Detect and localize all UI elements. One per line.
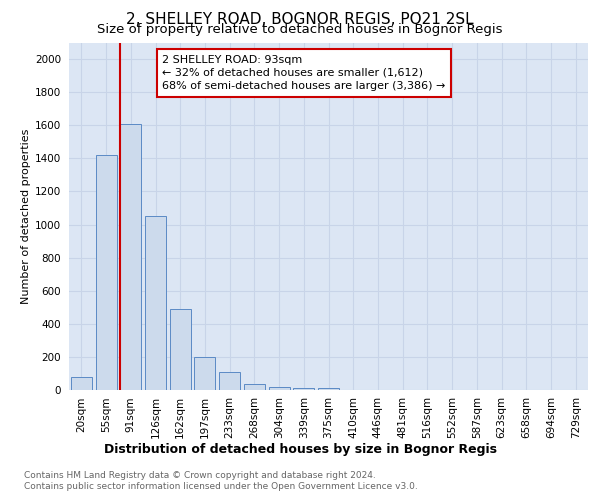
Text: 2, SHELLEY ROAD, BOGNOR REGIS, PO21 2SL: 2, SHELLEY ROAD, BOGNOR REGIS, PO21 2SL (126, 12, 474, 26)
Text: Size of property relative to detached houses in Bognor Regis: Size of property relative to detached ho… (97, 24, 503, 36)
Bar (170, 309, 191, 390)
Bar (194, 357, 215, 390)
Y-axis label: Number of detached properties: Number of detached properties (21, 128, 31, 304)
Bar (269, 386, 290, 390)
Bar (95, 155, 116, 390)
Text: Distribution of detached houses by size in Bognor Regis: Distribution of detached houses by size … (104, 442, 497, 456)
Text: 2 SHELLEY ROAD: 93sqm
← 32% of detached houses are smaller (1,612)
68% of semi-d: 2 SHELLEY ROAD: 93sqm ← 32% of detached … (163, 54, 446, 91)
Bar (145, 216, 166, 390)
Bar (293, 388, 314, 390)
Bar (120, 124, 141, 390)
Bar (244, 384, 265, 390)
Bar (318, 388, 339, 390)
Text: Contains HM Land Registry data © Crown copyright and database right 2024.: Contains HM Land Registry data © Crown c… (24, 471, 376, 480)
Bar (71, 377, 92, 390)
Bar (219, 372, 240, 390)
Text: Contains public sector information licensed under the Open Government Licence v3: Contains public sector information licen… (24, 482, 418, 491)
